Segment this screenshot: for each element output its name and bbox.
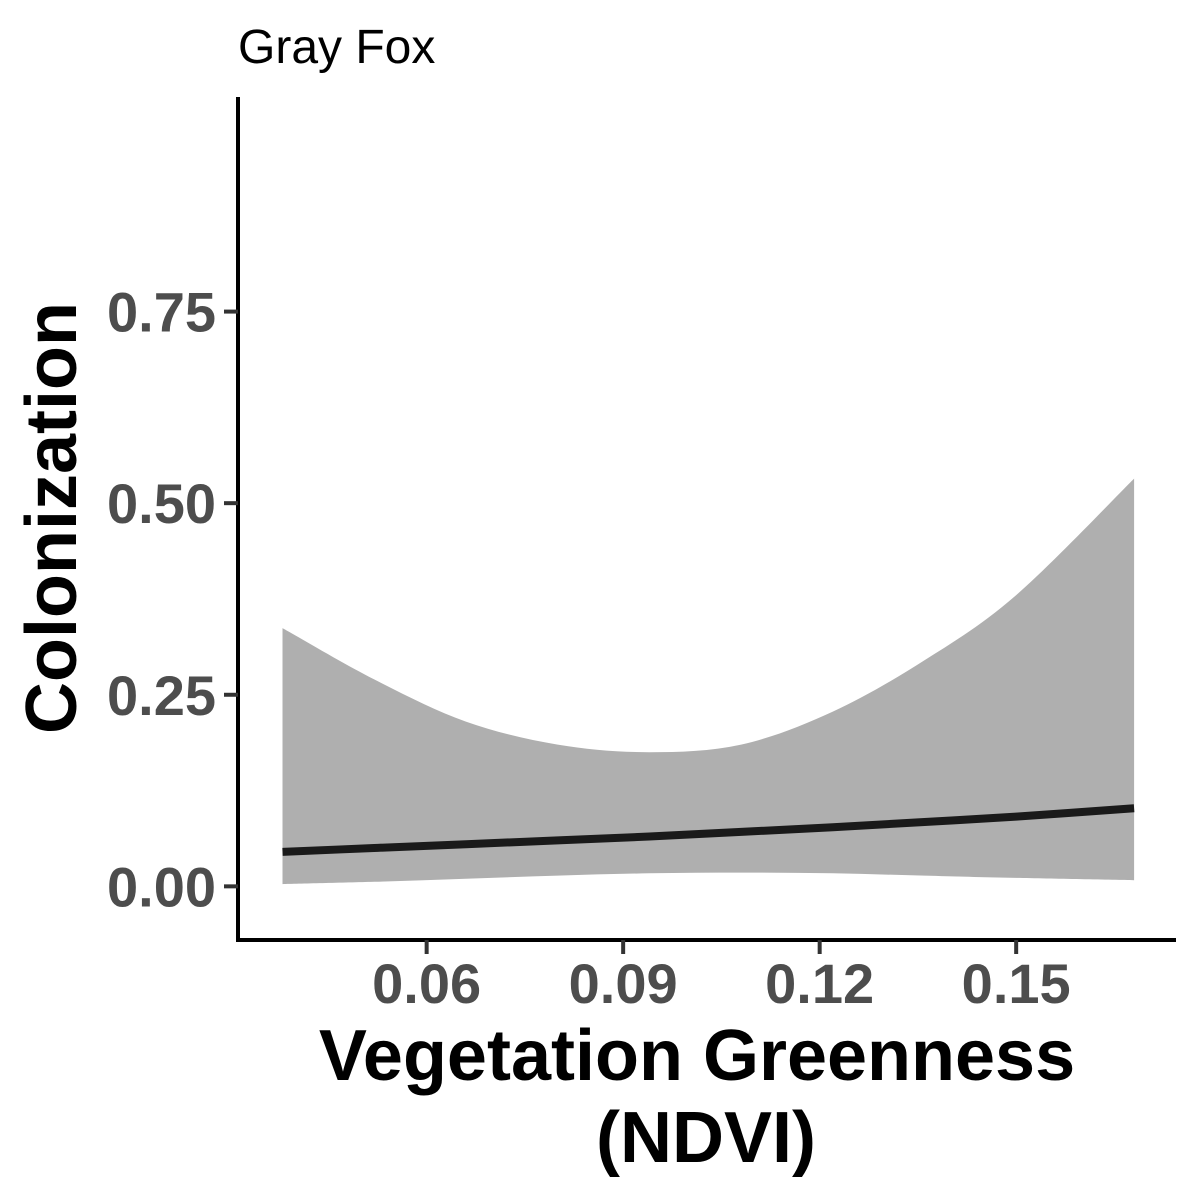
x-tick-label: 0.06 <box>372 952 481 1015</box>
y-axis-title: Colonization <box>12 302 92 734</box>
x-axis-title-line-1: Vegetation Greenness <box>319 1016 1075 1096</box>
y-tick-label: 0.25 <box>107 664 216 727</box>
x-tick-label: 0.12 <box>765 952 874 1015</box>
x-tick-label: 0.09 <box>569 952 678 1015</box>
plot-area <box>282 478 1135 885</box>
fitted-line <box>282 804 1135 856</box>
y-tick-label: 0.00 <box>107 855 216 918</box>
x-axis-ticks: 0.06 0.09 0.12 0.15 <box>372 940 1071 1015</box>
y-axis-ticks: 0.00 0.25 0.50 0.75 <box>107 281 238 918</box>
y-tick-label: 0.50 <box>107 472 216 535</box>
x-tick-label: 0.15 <box>962 952 1071 1015</box>
y-tick-label: 0.75 <box>107 281 216 344</box>
chart-title: Gray Fox <box>238 21 435 74</box>
x-axis-title-line-2: (NDVI) <box>596 1098 816 1178</box>
confidence-band <box>282 478 1135 885</box>
